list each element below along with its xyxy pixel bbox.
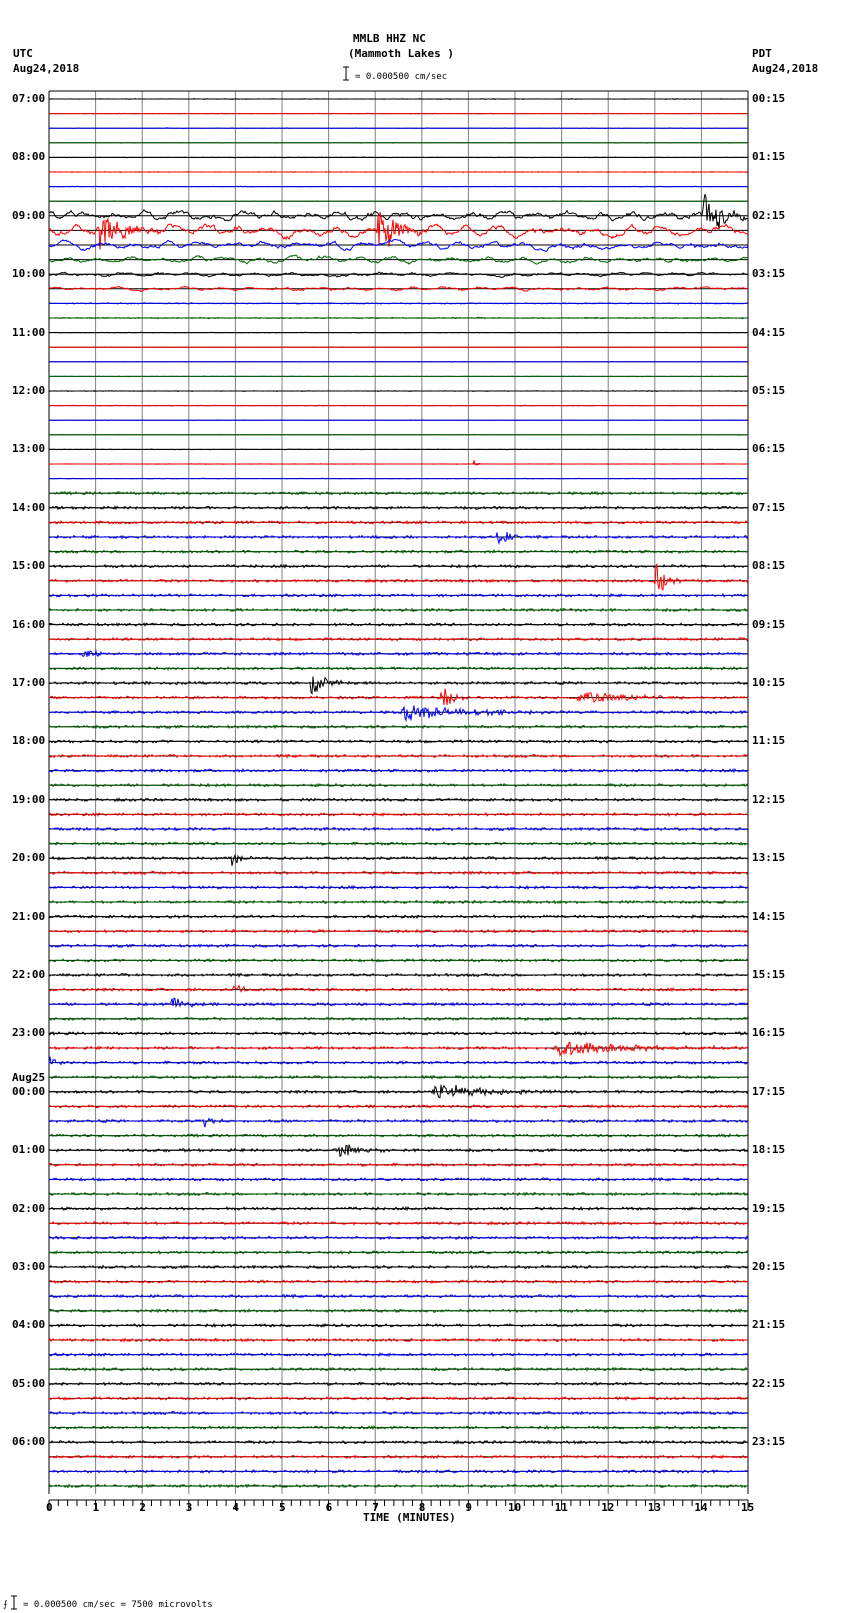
pdt-hour-label: 14:15	[752, 909, 786, 923]
x-tick-label: 11	[554, 1501, 568, 1514]
left-date: Aug24,2018	[13, 62, 80, 75]
station-location: (Mammoth Lakes )	[348, 47, 454, 60]
footer-marker: ⨍	[3, 1600, 8, 1610]
pdt-hour-label: 21:15	[752, 1318, 786, 1332]
scale-bar-icon	[11, 66, 349, 1610]
utc-hour-label: 21:00	[12, 909, 46, 923]
pdt-hour-label: 08:15	[752, 559, 786, 573]
pdt-hour-label: 17:15	[752, 1084, 786, 1098]
footer-scale-note: = 0.000500 cm/sec = 7500 microvolts	[23, 1600, 213, 1610]
utc-hour-label: 08:00	[12, 150, 46, 164]
x-tick-label: 13	[647, 1501, 662, 1514]
pdt-hour-label: 06:15	[752, 442, 786, 456]
pdt-hour-label: 13:15	[752, 851, 786, 865]
x-tick-label: 4	[232, 1501, 240, 1514]
x-tick-label: 3	[185, 1501, 193, 1514]
pdt-hour-label: 18:15	[752, 1143, 786, 1157]
utc-hour-label: 03:00	[12, 1260, 46, 1273]
x-tick-label: 12	[601, 1501, 615, 1514]
pdt-hour-label: 11:15	[752, 734, 786, 748]
pdt-hour-label: 10:15	[752, 676, 786, 689]
utc-hour-label: 06:00	[12, 1435, 46, 1449]
pdt-hour-label: 01:15	[752, 150, 786, 164]
utc-hour-label: 09:00	[12, 208, 46, 222]
utc-hour-label: 15:00	[12, 559, 46, 573]
utc-hour-label: 04:00	[12, 1318, 46, 1332]
utc-hour-label: 17:00	[12, 676, 46, 689]
pdt-hour-label: 12:15	[752, 792, 786, 806]
utc-hour-label: 22:00	[12, 968, 46, 981]
seismic-traces	[48, 98, 749, 1489]
x-tick-label: 8	[418, 1501, 426, 1514]
pdt-hour-label: 07:15	[752, 500, 786, 514]
x-tick-label: 10	[508, 1501, 522, 1514]
utc-hour-label: 23:00	[12, 1026, 46, 1040]
left-timezone: UTC	[13, 47, 33, 60]
x-tick-label: 0	[46, 1501, 53, 1514]
pdt-hour-label: 02:15	[752, 208, 786, 222]
utc-hour-label: 07:00	[12, 92, 46, 105]
utc-hour-label: 02:00	[12, 1201, 46, 1215]
x-tick-label: 15	[741, 1501, 755, 1514]
pdt-hour-label: 20:15	[752, 1260, 786, 1273]
pdt-hour-label: 15:15	[752, 968, 786, 981]
pdt-hour-label: 04:15	[752, 325, 786, 339]
pdt-hour-label: 22:15	[752, 1376, 786, 1390]
pdt-hour-label: 09:15	[752, 617, 786, 631]
pdt-hour-label: 19:15	[752, 1201, 786, 1215]
date-change-marker: Aug25	[12, 1070, 46, 1084]
x-tick-label: 1	[92, 1501, 100, 1514]
pdt-hour-label: 16:15	[752, 1026, 786, 1040]
x-tick-label: 7	[372, 1501, 379, 1514]
utc-hour-label: 14:00	[12, 500, 46, 514]
pdt-hour-label: 00:15	[752, 92, 786, 105]
utc-hour-label: 11:00	[12, 325, 46, 339]
minute-gridlines	[48, 90, 749, 1494]
utc-hour-label: 18:00	[12, 734, 46, 748]
utc-hour-label: 19:00	[12, 792, 46, 806]
station-title: MMLB HHZ NC	[353, 32, 426, 45]
pdt-hour-label: 05:15	[752, 384, 786, 397]
utc-hour-label: 10:00	[12, 267, 46, 281]
utc-hour-label: 00:00	[12, 1084, 46, 1098]
x-axis-label: TIME (MINUTES)	[363, 1511, 456, 1524]
pdt-hour-label: 23:15	[752, 1435, 786, 1449]
utc-hour-label: 20:00	[12, 851, 46, 865]
x-tick-label: 2	[139, 1501, 146, 1514]
x-tick-label: 5	[279, 1501, 286, 1514]
x-tick-label: 14	[694, 1501, 708, 1514]
utc-hour-label: 13:00	[12, 442, 46, 456]
scale-label: = 0.000500 cm/sec	[355, 72, 448, 82]
x-tick-label: 6	[325, 1501, 333, 1514]
x-tick-label: 9	[465, 1501, 473, 1514]
right-timezone: PDT	[752, 47, 772, 60]
right-date: Aug24,2018	[752, 62, 819, 75]
utc-hour-label: 01:00	[12, 1143, 46, 1157]
pdt-hour-label: 03:15	[752, 267, 786, 281]
utc-hour-label: 12:00	[12, 384, 46, 397]
time-axis	[48, 1499, 749, 1510]
utc-hour-label: 05:00	[12, 1376, 46, 1390]
utc-hour-label: 16:00	[12, 617, 46, 631]
